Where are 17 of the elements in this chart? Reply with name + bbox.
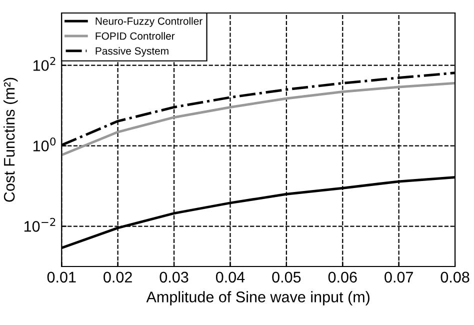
- x-tick-label: 0.08: [440, 272, 470, 283]
- y-tick-label: 10$^{2}$: [33, 56, 56, 71]
- y-tick-label: 10$^{0}$: [33, 137, 56, 152]
- x-tick-label: 0.06: [328, 272, 357, 283]
- legend-label: Passive System: [96, 47, 168, 57]
- x-tick-label: 0.05: [272, 272, 301, 283]
- x-tick-label: 0.03: [160, 272, 188, 283]
- legend-label: FOPID Controller: [96, 32, 175, 40]
- x-tick-label: 0.01: [47, 272, 76, 283]
- line-series: [62, 82, 456, 156]
- x-tick-label: 0.02: [104, 272, 132, 283]
- legend-label: Neuro-Fuzzy Controller: [96, 17, 202, 27]
- x-tick-label: 0.07: [384, 272, 413, 283]
- y-axis-title: Cost Functins (m²): [4, 78, 18, 202]
- x-tick-label: 0.04: [216, 272, 245, 283]
- y-tick-label: 10$^{−2}$: [24, 218, 56, 232]
- x-axis-title: Amplitude of Sine wave input (m): [146, 291, 370, 306]
